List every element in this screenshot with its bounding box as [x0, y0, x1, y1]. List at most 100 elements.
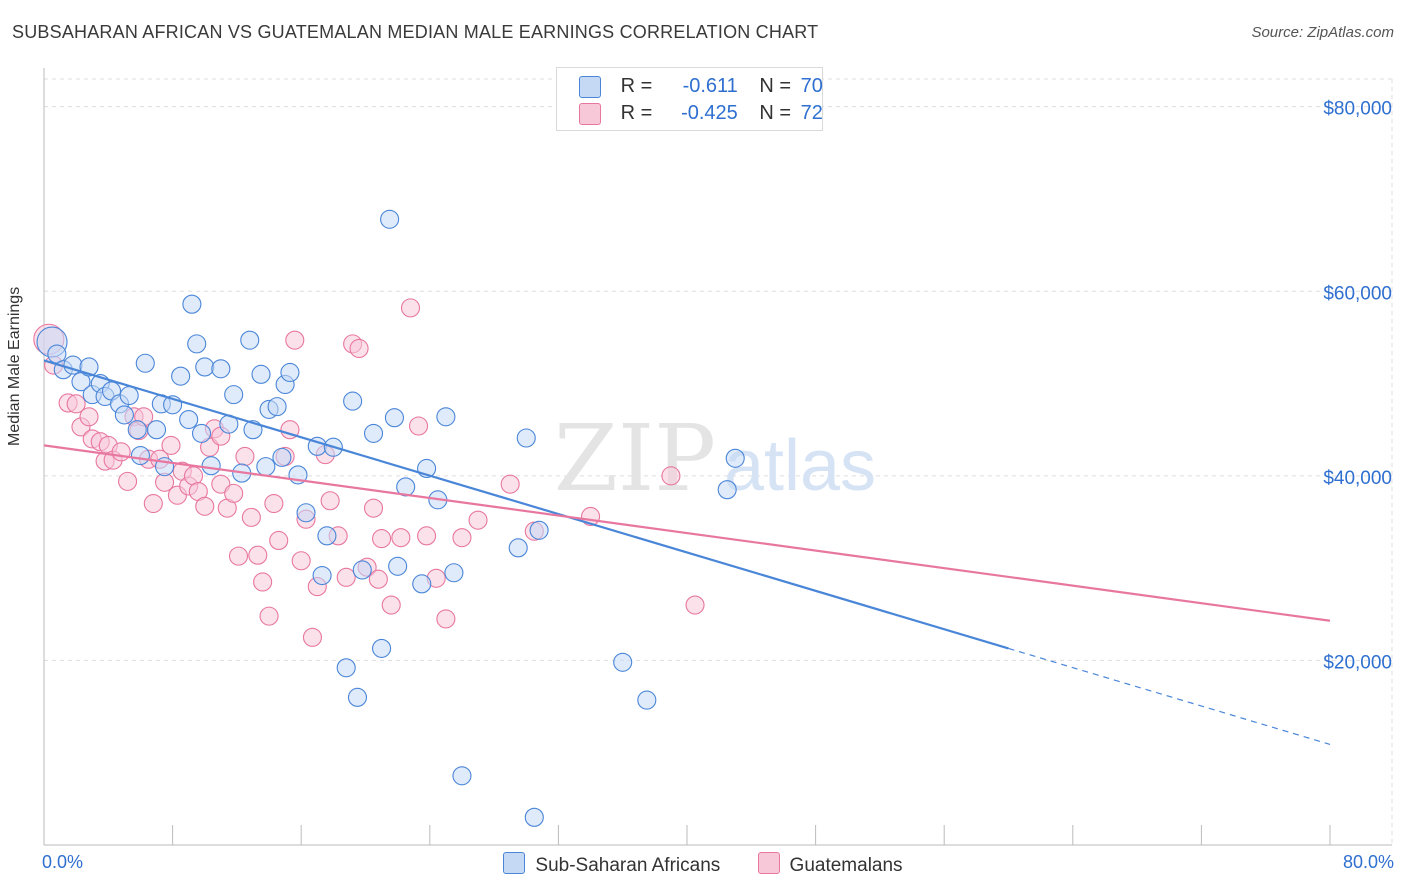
guatemalan-point [302, 627, 323, 647]
sub-saharan-point [363, 423, 384, 443]
guatemalan-point [372, 529, 392, 549]
sub-saharan-point [272, 447, 292, 467]
sub-saharan-point [171, 366, 191, 386]
legend-n-label: N = [759, 75, 792, 97]
guatemalan-point [66, 394, 86, 414]
sub-saharan-point [524, 807, 544, 827]
sub-saharan-points [36, 209, 745, 827]
guatemalan-point [500, 474, 520, 494]
sub-saharan-point [388, 556, 408, 576]
guatemalan-point [195, 496, 215, 516]
guatemalan-point [368, 569, 388, 589]
x-tick-label-max: 80.0% [1342, 852, 1394, 872]
sub-saharan-point [372, 638, 392, 658]
sub-saharan-point [384, 408, 404, 428]
guatemalan-point [468, 510, 488, 530]
sub-saharan-point [191, 423, 212, 443]
guatemalan-point [291, 551, 311, 571]
guatemalan-point [224, 483, 244, 503]
guatemalan-point [269, 530, 289, 550]
legend-row-pink: R = -0.425 N = 72 [579, 102, 823, 126]
chart-title: SUBSAHARAN AFRICAN VS GUATEMALAN MEDIAN … [12, 22, 819, 42]
legend-swatch-pink [579, 102, 601, 125]
sub-saharan-point [201, 456, 221, 476]
series-legend-item-blue: Sub-Saharan Africans [503, 852, 720, 877]
guatemalan-point [161, 435, 181, 455]
sub-saharan-point [717, 480, 737, 500]
sub-saharan-point [114, 405, 134, 425]
legend-r-value: -0.425 [681, 102, 738, 124]
sub-saharan-point [195, 357, 215, 377]
guatemalan-point [400, 298, 421, 318]
series-legend-swatch-pink [757, 852, 780, 874]
sub-saharan-point [146, 420, 167, 440]
legend-row-blue: R = -0.611 N = 70 [579, 75, 823, 99]
guatemalan-point [391, 528, 411, 548]
sub-saharan-point [516, 428, 536, 448]
guatemalan-point [363, 498, 384, 518]
trend-lines [43, 359, 1331, 745]
watermark-atlas: atlas [724, 426, 876, 506]
sub-saharan-point [71, 372, 91, 392]
sub-saharan-point [317, 526, 337, 546]
sub-saharan-point [224, 385, 244, 405]
sub-saharan-point [444, 563, 464, 583]
legend-r-label: R = [620, 102, 653, 124]
guatemalan-point [685, 595, 705, 615]
sub-saharan-point [396, 477, 416, 497]
sub-saharan-point [613, 652, 633, 672]
sub-saharan-point [267, 397, 287, 417]
y-tick-label: $80,000 [1323, 99, 1392, 120]
sub-saharan-point [296, 503, 316, 523]
sub-saharan-point [637, 690, 657, 710]
source-label: Source: ZipAtlas.com [1251, 24, 1394, 41]
legend-swatch-blue [579, 75, 601, 98]
guatemalan-point [143, 493, 163, 514]
sub-saharan-point [436, 407, 456, 427]
legend-n-value: 70 [800, 75, 823, 97]
sub-saharan-point [529, 520, 549, 540]
guatemalan-point [241, 507, 261, 527]
correlation-legend: R = -0.611 N = 70 R = -0.425 N = 72 [556, 67, 823, 131]
y-tick-label: $20,000 [1323, 652, 1392, 673]
guatemalan-point [259, 606, 279, 626]
sub-saharan-point [251, 364, 271, 384]
guatemalan-point [436, 609, 456, 629]
guatemalan-point [349, 338, 369, 359]
sub-saharan-point [452, 766, 472, 786]
sub-saharan-point [256, 457, 276, 477]
guatemalan-point [417, 526, 437, 546]
y-tick-labels: $20,000 $40,000 $60,000 $80,000 [1323, 99, 1392, 674]
sub-saharan-point [127, 420, 147, 440]
sub-saharan-point [187, 334, 207, 354]
sub-saharan-point [119, 386, 139, 406]
guatemalan-trend-line [43, 444, 1331, 622]
sub-saharan-trend-line [43, 359, 1009, 650]
guatemalan-point [452, 528, 472, 548]
guatemalan-point [320, 491, 340, 511]
guatemalan-point [264, 493, 284, 514]
series-legend-item-pink: Guatemalans [757, 852, 903, 877]
guatemalan-point [661, 466, 681, 486]
series-legend: Sub-Saharan Africans Guatemalans [0, 852, 1406, 877]
guatemalan-point [118, 471, 138, 491]
sub-saharan-point [280, 362, 300, 383]
guatemalan-point [381, 595, 401, 615]
sub-saharan-point [347, 687, 368, 707]
sub-saharan-point [240, 330, 260, 350]
sub-saharan-point [182, 294, 202, 314]
guatemalan-point [253, 572, 273, 592]
x-tick-label-min: 0.0% [42, 852, 84, 872]
sub-saharan-trend-extension [1008, 647, 1331, 745]
series-legend-swatch-blue [503, 852, 526, 874]
y-tick-label: $40,000 [1323, 468, 1392, 489]
series-legend-label-blue: Sub-Saharan Africans [535, 855, 721, 876]
sub-saharan-point [380, 209, 400, 229]
guatemalan-point [285, 330, 305, 350]
guatemalan-point [408, 416, 429, 436]
watermark: ZIP atlas [554, 405, 876, 512]
guatemalan-point [228, 546, 249, 566]
guatemalan-point [111, 442, 131, 462]
legend-r-label: R = [620, 75, 653, 97]
